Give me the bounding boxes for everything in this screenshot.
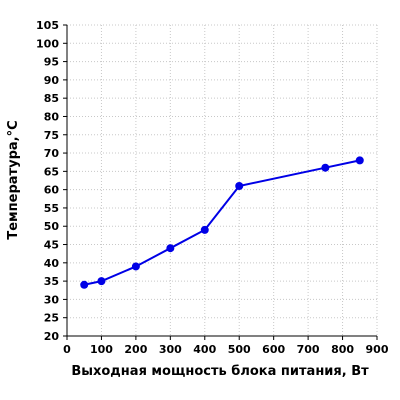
x-axis-title: Выходная мощность блока питания, Вт — [71, 364, 369, 379]
data-point — [80, 280, 89, 289]
y-tick-label: 30 — [44, 293, 60, 306]
data-point — [355, 156, 364, 165]
y-tick-label: 105 — [36, 19, 59, 32]
data-point — [131, 262, 140, 271]
y-tick-label: 90 — [44, 74, 60, 87]
x-tick-label: 500 — [228, 343, 251, 356]
data-point — [235, 181, 244, 190]
x-tick-label: 800 — [331, 343, 354, 356]
data-point — [166, 244, 175, 253]
y-tick-label: 35 — [44, 275, 59, 288]
y-tick-label: 40 — [44, 257, 60, 270]
x-tick-label: 700 — [297, 343, 320, 356]
x-tick-label: 0 — [63, 343, 71, 356]
y-tick-label: 75 — [44, 129, 59, 142]
y-axis-ticks: 20 25 30 35 40 45 50 55 60 65 70 75 80 85 90 95 100 105 — [36, 19, 67, 343]
series — [80, 156, 364, 289]
y-tick-label: 80 — [44, 110, 60, 123]
x-tick-label: 100 — [90, 343, 113, 356]
y-tick-label: 20 — [44, 330, 60, 343]
data-point — [200, 225, 209, 234]
y-tick-label: 45 — [44, 239, 59, 252]
axes — [66, 25, 377, 337]
y-tick-label: 55 — [44, 202, 59, 215]
data-point — [97, 277, 106, 286]
y-tick-label: 50 — [44, 220, 60, 233]
x-tick-label: 900 — [366, 343, 389, 356]
y-tick-label: 100 — [36, 37, 59, 50]
y-axis-title: Температура,°C — [6, 120, 21, 239]
x-axis-ticks: 0 100 200 300 400 500 600 700 800 900 — [63, 336, 389, 356]
grid — [67, 24, 378, 336]
data-point — [321, 163, 330, 172]
y-tick-label: 85 — [44, 92, 59, 105]
y-tick-label: 60 — [44, 184, 60, 197]
x-tick-label: 200 — [124, 343, 147, 356]
y-tick-label: 95 — [44, 56, 59, 69]
y-tick-label: 65 — [44, 165, 59, 178]
series-line — [84, 159, 360, 286]
x-tick-label: 600 — [262, 343, 285, 356]
y-tick-label: 70 — [44, 147, 60, 160]
y-tick-label: 25 — [44, 312, 59, 325]
x-tick-label: 400 — [193, 343, 216, 356]
x-tick-label: 300 — [159, 343, 182, 356]
